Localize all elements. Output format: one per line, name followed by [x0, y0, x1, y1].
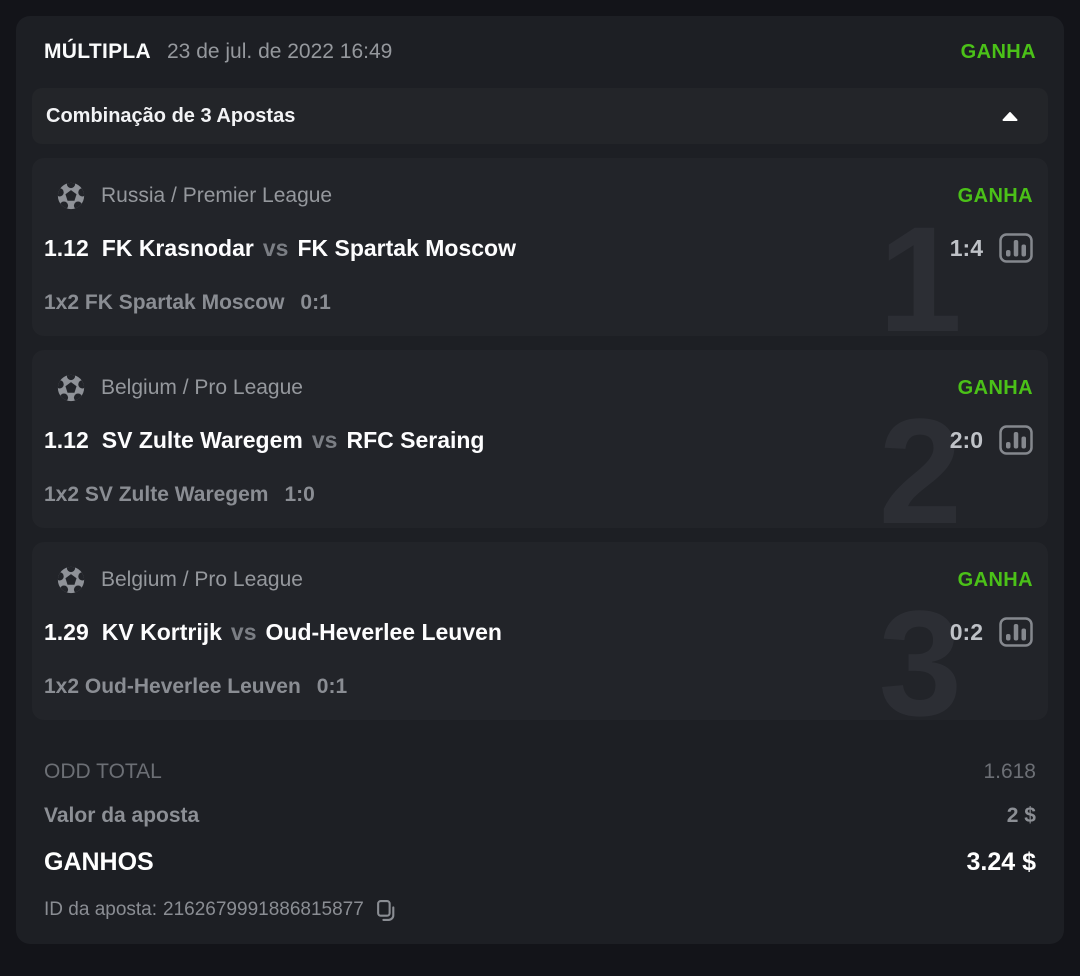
bet-status-badge: GANHA	[957, 568, 1033, 591]
pick-score: 0:1	[300, 291, 331, 314]
market-row: 1x2 SV Zulte Waregem 1:0	[44, 483, 1033, 507]
match-score: 2:0	[949, 426, 983, 453]
match-title: 1.12 SV Zulte Waregem vs RFC Seraing	[44, 427, 484, 454]
bet-index-watermark: 1	[878, 195, 962, 336]
match-result: 2:0	[950, 425, 1033, 455]
bet-slip-card: MÚLTIPLA 23 de jul. de 2022 16:49 GANHA …	[16, 16, 1064, 944]
odd-value: 1.12	[44, 426, 89, 453]
bet-status-badge: GANHA	[957, 376, 1033, 399]
pick-score: 0:1	[316, 675, 348, 698]
market-pick: 1x2 Oud-Heverlee Leuven	[44, 675, 301, 698]
soccer-ball-icon	[56, 565, 86, 595]
stake-value: 2 $	[1006, 804, 1036, 827]
match-title: 1.29 KV Kortrijk vs Oud-Heverlee Leuven	[44, 619, 502, 646]
match-result: 0:2	[950, 617, 1033, 647]
home-team: SV Zulte Waregem	[101, 426, 303, 453]
bet-type-label: MÚLTIPLA	[44, 40, 151, 63]
stake-label: Valor da aposta	[44, 804, 200, 827]
chevron-up-icon[interactable]	[1002, 111, 1018, 122]
stake-row: Valor da aposta 2 $	[44, 794, 1036, 838]
slip-header-left: MÚLTIPLA 23 de jul. de 2022 16:49	[44, 40, 392, 64]
odd-total-row: ODD TOTAL 1.618	[44, 750, 1036, 794]
bet-id-label: ID da aposta:	[44, 899, 158, 920]
slip-status-badge: GANHA	[960, 40, 1036, 63]
away-team: RFC Seraing	[346, 426, 485, 453]
vs-label: vs	[311, 426, 338, 453]
vs-label: vs	[262, 234, 289, 261]
away-team: Oud-Heverlee Leuven	[265, 618, 502, 645]
odd-total-label: ODD TOTAL	[44, 760, 162, 783]
home-team: KV Kortrijk	[101, 618, 222, 645]
bet-card: 3 Belgium /	[32, 542, 1048, 720]
bet-status-badge: GANHA	[957, 184, 1033, 207]
bet-card: 1	[32, 158, 1048, 336]
copy-icon[interactable]	[376, 899, 397, 922]
combination-toggle[interactable]: Combinação de 3 Apostas	[32, 88, 1048, 144]
slip-header: MÚLTIPLA 23 de jul. de 2022 16:49 GANHA	[32, 16, 1048, 88]
slip-summary: ODD TOTAL 1.618 Valor da aposta 2 $ GANH…	[32, 734, 1048, 934]
bet-datetime: 23 de jul. de 2022 16:49	[167, 40, 393, 63]
soccer-ball-icon	[56, 181, 86, 211]
match-result: 1:4	[950, 233, 1033, 263]
combination-label: Combinação de 3 Apostas	[46, 104, 296, 127]
stats-bars-icon[interactable]	[999, 425, 1033, 455]
market-pick: 1x2 SV Zulte Waregem	[44, 483, 269, 506]
winnings-row: GANHOS 3.24 $	[44, 838, 1036, 886]
match-score: 0:2	[949, 618, 983, 645]
home-team: FK Krasnodar	[101, 234, 254, 261]
market-pick: 1x2 FK Spartak Moscow	[44, 291, 285, 314]
bet-id-row: ID da aposta: 2162679991886815877	[44, 886, 1036, 934]
odd-total-value: 1.618	[983, 760, 1036, 783]
league-row: Belgium / Pro League	[56, 565, 303, 595]
bet-card-header: Russia / Premier League GANHA	[44, 181, 1033, 211]
away-team: FK Spartak Moscow	[297, 234, 516, 261]
bet-card-header: Belgium / Pro League GANHA	[44, 565, 1033, 595]
league-label: Russia / Premier League	[101, 184, 333, 207]
bet-index-watermark: 3	[878, 579, 962, 720]
soccer-ball-icon	[56, 373, 86, 403]
league-row: Russia / Premier League	[56, 181, 332, 211]
odd-value: 1.29	[44, 618, 89, 645]
stats-bars-icon[interactable]	[999, 233, 1033, 263]
winnings-label: GANHOS	[44, 847, 154, 876]
stats-bars-icon[interactable]	[999, 617, 1033, 647]
match-row: 1.12 SV Zulte Waregem vs RFC Seraing 2:0	[44, 425, 1033, 455]
winnings-value: 3.24 $	[966, 847, 1036, 876]
match-row: 1.29 KV Kortrijk vs Oud-Heverlee Leuven …	[44, 617, 1033, 647]
bet-id-value: 2162679991886815877	[163, 899, 364, 920]
league-row: Belgium / Pro League	[56, 373, 303, 403]
odd-value: 1.12	[44, 234, 89, 261]
bet-card-header: Belgium / Pro League GANHA	[44, 373, 1033, 403]
league-label: Belgium / Pro League	[101, 568, 303, 591]
pick-score: 1:0	[284, 483, 315, 506]
vs-label: vs	[230, 618, 257, 645]
match-row: 1.12 FK Krasnodar vs FK Spartak Moscow 1…	[44, 233, 1033, 263]
match-score: 1:4	[949, 234, 983, 261]
bet-index-watermark: 2	[878, 387, 962, 528]
market-row: 1x2 FK Spartak Moscow 0:1	[44, 291, 1033, 315]
league-label: Belgium / Pro League	[101, 376, 303, 399]
match-title: 1.12 FK Krasnodar vs FK Spartak Moscow	[44, 235, 516, 262]
market-row: 1x2 Oud-Heverlee Leuven 0:1	[44, 675, 1033, 699]
bet-card: 2 Belgium /	[32, 350, 1048, 528]
